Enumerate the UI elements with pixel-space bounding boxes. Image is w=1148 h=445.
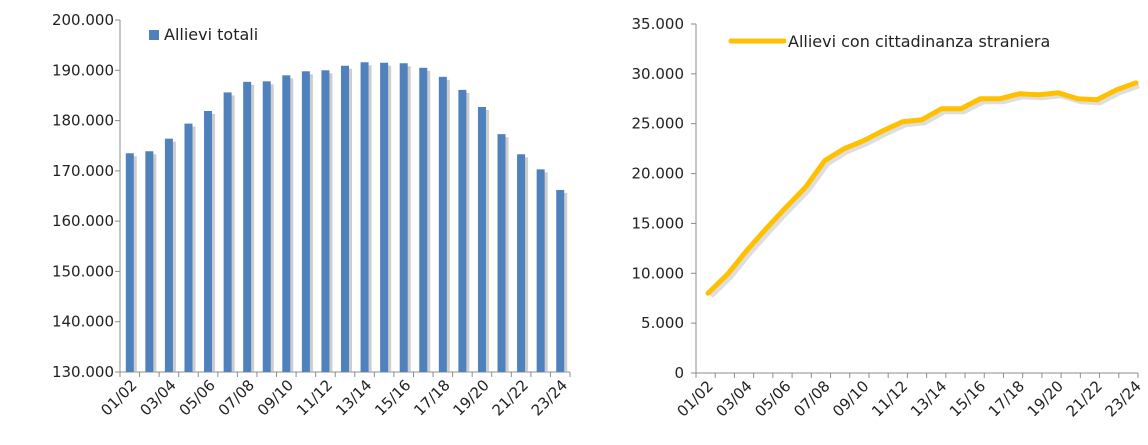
bar	[341, 65, 349, 372]
bar	[536, 169, 545, 372]
y-tick-label: 160.000	[52, 212, 114, 230]
legend-label: Allievi con cittadinanza straniera	[788, 32, 1050, 51]
x-tick-label: 01/02	[674, 377, 717, 420]
x-tick-label: 17/18	[985, 377, 1028, 420]
bar	[458, 89, 467, 372]
series-line	[705, 80, 1139, 296]
bar	[497, 134, 506, 372]
x-tick-label: 17/18	[410, 376, 453, 419]
legend-swatch	[149, 30, 159, 40]
y-tick-label: 25.000	[632, 115, 685, 133]
bar	[380, 62, 389, 372]
legend-label: Allievi totali	[164, 25, 258, 44]
y-tick-label: 0	[674, 364, 684, 382]
bar	[477, 106, 486, 372]
bar	[164, 138, 173, 372]
x-tick-label: 13/14	[907, 377, 950, 420]
y-tick-label: 190.000	[52, 61, 114, 79]
bar	[223, 92, 232, 372]
x-tick-label: 05/06	[751, 377, 794, 420]
x-tick-label: 13/14	[332, 376, 375, 419]
bar	[419, 67, 428, 373]
bar	[243, 81, 252, 372]
bar	[184, 123, 193, 373]
bar	[360, 62, 369, 373]
x-tick-label: 03/04	[712, 377, 755, 420]
bar	[517, 154, 526, 372]
y-tick-label: 20.000	[632, 165, 685, 183]
y-tick-label: 15.000	[632, 214, 685, 232]
y-tick-label: 170.000	[52, 162, 114, 180]
bar	[399, 63, 408, 372]
x-tick-label: 09/10	[254, 376, 297, 419]
x-tick-label: 07/08	[215, 376, 258, 419]
y-tick-label: 140.000	[52, 313, 114, 331]
y-tick-label: 30.000	[632, 65, 685, 83]
x-tick-label: 19/20	[449, 376, 492, 419]
y-tick-label: 130.000	[52, 363, 114, 381]
bar	[262, 81, 271, 372]
x-tick-label: 15/16	[371, 376, 414, 419]
y-tick-label: 5.000	[641, 314, 684, 332]
bar	[204, 111, 213, 372]
x-tick-label: 05/06	[176, 376, 219, 419]
x-tick-label: 15/16	[946, 377, 989, 420]
x-tick-label: 11/12	[868, 377, 911, 420]
x-tick-label: 21/22	[1063, 377, 1106, 420]
x-tick-label: 03/04	[136, 376, 179, 419]
x-tick-label: 23/24	[528, 376, 571, 419]
bar	[301, 71, 310, 372]
x-tick-label: 01/02	[97, 376, 140, 419]
x-tick-label: 23/24	[1102, 377, 1145, 420]
bar-chart: 130.000 140.000 150.000 160.000 170.000 180.0…	[52, 11, 571, 419]
y-tick-label: 150.000	[52, 262, 114, 280]
bar	[321, 70, 330, 373]
y-tick-label: 180.000	[52, 112, 114, 130]
bar	[556, 189, 565, 372]
x-tick-label: 19/20	[1024, 377, 1067, 420]
line-chart: 0 5.000 10.000 15.000 20.000 25.000 30.000 35.0…	[632, 15, 1145, 420]
x-tick-label: 09/10	[829, 377, 872, 420]
bar	[125, 153, 134, 372]
bar	[438, 76, 447, 372]
x-tick-label: 07/08	[790, 377, 833, 420]
y-tick-label: 10.000	[632, 264, 685, 282]
bar	[145, 151, 154, 372]
y-tick-label: 35.000	[632, 15, 685, 33]
x-tick-label: 21/22	[489, 376, 532, 419]
bar	[282, 75, 291, 373]
y-tick-label: 200.000	[52, 11, 114, 29]
x-tick-label: 11/12	[293, 376, 336, 419]
